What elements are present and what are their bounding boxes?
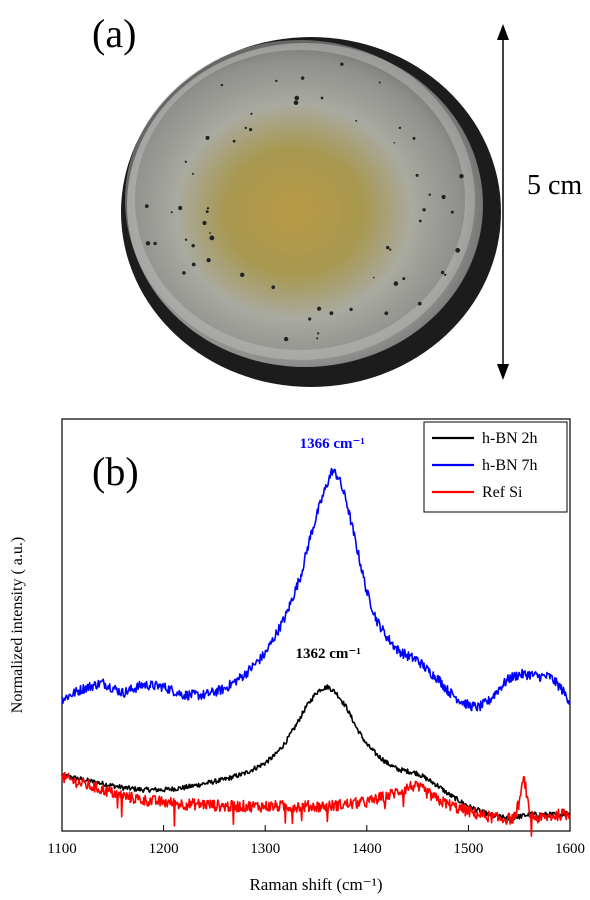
speck: [240, 272, 245, 277]
speck: [428, 193, 431, 196]
speck: [209, 235, 215, 241]
speck: [144, 204, 149, 209]
speck: [398, 126, 402, 130]
speck: [191, 244, 195, 248]
speck: [275, 79, 278, 83]
series-layer: [61, 467, 571, 837]
speck: [386, 245, 390, 250]
speck: [355, 119, 358, 122]
speck: [459, 174, 464, 179]
speck: [178, 205, 183, 211]
x-tick-label: 1100: [47, 841, 76, 857]
speck: [205, 135, 210, 140]
speck: [373, 276, 375, 279]
annotations: 1366 cm⁻¹ 1362 cm⁻¹: [296, 436, 365, 662]
legend-entry: Ref Si: [482, 484, 523, 501]
peak-annotation: 1362 cm⁻¹: [296, 646, 361, 662]
speck: [170, 211, 173, 214]
series-line-h-bn-7h: [61, 467, 571, 712]
speck: [220, 83, 224, 87]
speck: [184, 160, 187, 163]
panel-b-label: (b): [92, 449, 139, 494]
speck: [182, 271, 186, 275]
speck: [191, 262, 196, 267]
x-tick-label: 1600: [555, 841, 585, 857]
speck: [393, 142, 396, 144]
speck: [443, 273, 447, 276]
speck: [293, 100, 299, 105]
speck: [308, 317, 312, 321]
x-ticks: 1100 1200 1300 1400 1500 1600: [47, 825, 585, 857]
speck: [301, 76, 305, 80]
speck: [440, 270, 445, 275]
speck: [317, 332, 320, 335]
speck: [249, 128, 253, 132]
scale-label: 5 cm: [527, 170, 583, 201]
speck: [145, 241, 151, 246]
speck: [389, 248, 392, 251]
speck: [422, 208, 426, 212]
speck: [153, 241, 157, 246]
sample-photo: [121, 24, 509, 387]
speck: [384, 311, 389, 316]
speck: [202, 220, 207, 226]
speck: [455, 247, 461, 253]
speck: [402, 277, 406, 281]
legend-entry: h-BN 2h: [482, 430, 538, 447]
speck: [271, 285, 276, 290]
legend: h-BN 2h h-BN 7h Ref Si: [423, 421, 568, 513]
speck: [320, 96, 324, 100]
speck: [317, 306, 322, 311]
speck: [415, 173, 419, 177]
y-axis-label: Normalized intensity ( a.u.): [9, 537, 26, 713]
x-tick-label: 1400: [352, 841, 382, 857]
raman-chart: 1100 1200 1300 1400 1500 1600 1366 cm⁻¹ 1362 c…: [9, 418, 585, 894]
speck: [412, 136, 416, 140]
speck: [316, 337, 319, 340]
speck: [349, 307, 353, 312]
scale-arrow: [497, 24, 509, 380]
speck: [417, 301, 422, 306]
speck: [209, 232, 211, 234]
speck: [450, 210, 454, 214]
speck: [232, 139, 236, 143]
series-line-ref-si: [61, 771, 571, 837]
x-tick-label: 1300: [250, 841, 280, 857]
speck: [205, 210, 209, 214]
x-tick-label: 1500: [453, 841, 483, 857]
legend-entry: h-BN 7h: [482, 457, 538, 474]
speck: [378, 81, 381, 84]
speck: [283, 336, 289, 342]
speck: [250, 112, 253, 115]
disc-edge-highlight: [125, 40, 475, 360]
speck: [184, 238, 188, 241]
speck: [206, 207, 210, 210]
speck: [294, 95, 300, 101]
speck: [244, 126, 247, 130]
disc-surface: [127, 43, 483, 367]
speck: [206, 258, 211, 263]
disc-specks: [144, 62, 464, 342]
speck: [340, 62, 344, 66]
speck: [418, 219, 422, 223]
speck: [192, 172, 194, 175]
speck: [329, 311, 334, 316]
speck: [441, 194, 446, 200]
peak-annotation: 1366 cm⁻¹: [300, 436, 365, 452]
speck: [393, 281, 399, 286]
x-tick-label: 1200: [149, 841, 179, 857]
x-axis-label: Raman shift (cm⁻¹): [249, 875, 382, 894]
panel-a-label: (a): [92, 11, 137, 56]
